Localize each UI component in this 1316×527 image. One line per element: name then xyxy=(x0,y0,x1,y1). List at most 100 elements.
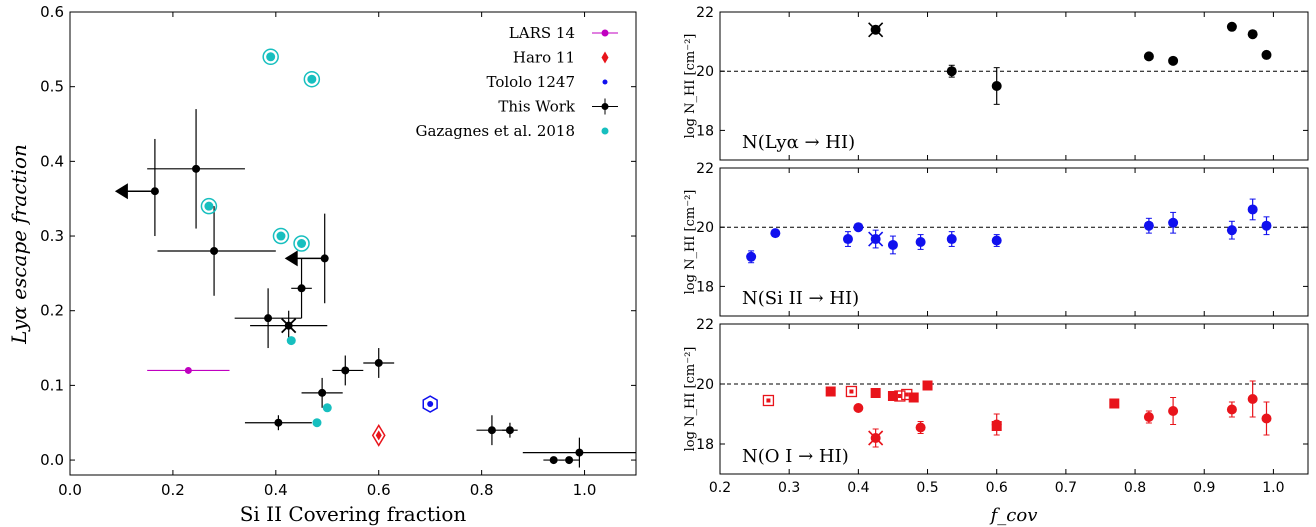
circle-marker xyxy=(1247,380,1258,418)
hexagon-outline xyxy=(422,395,438,413)
gazagnes-point xyxy=(322,403,332,413)
x-tick-label: 0.6 xyxy=(367,481,391,499)
data-marker xyxy=(991,67,1002,105)
data-point xyxy=(746,251,757,262)
panel-label: N(Lyα → HI) xyxy=(742,132,855,153)
data-point xyxy=(991,235,1002,246)
filled-square-marker xyxy=(825,386,836,397)
data-point xyxy=(487,426,496,435)
this-work-point xyxy=(244,415,312,431)
x-tick-label: 0.2 xyxy=(161,481,185,499)
data-point xyxy=(1226,225,1237,236)
gazagnes-point xyxy=(286,336,296,346)
gazagnes-point xyxy=(303,70,321,88)
data-point xyxy=(1226,21,1237,32)
panel-frame xyxy=(719,11,1309,161)
data-point xyxy=(770,228,781,239)
data-point xyxy=(1261,413,1272,424)
cross-marker xyxy=(281,318,297,334)
data-marker xyxy=(1168,211,1179,234)
legend-label: LARS 14 xyxy=(509,24,575,42)
left-y-axis-label: Lyα escape fraction xyxy=(7,144,31,345)
data-marker xyxy=(868,22,884,38)
y-tick-label: 0.1 xyxy=(40,376,64,394)
this-work-point xyxy=(291,258,312,319)
haro11-point xyxy=(371,423,386,447)
data-point xyxy=(204,201,214,211)
left-marks xyxy=(114,48,636,468)
data-point xyxy=(312,418,322,428)
square-center xyxy=(849,389,854,394)
data-marker xyxy=(1247,198,1258,221)
filled-square-marker xyxy=(870,388,881,398)
data-marker xyxy=(842,231,853,247)
y-tick-label: 18 xyxy=(696,279,714,295)
legend-item: This Work xyxy=(498,98,618,116)
x-tick-label: 0.9 xyxy=(1193,480,1215,496)
gazagnes-point xyxy=(312,418,322,428)
data-point xyxy=(991,81,1002,91)
data-point xyxy=(1143,51,1154,62)
data-point xyxy=(549,456,558,465)
x-tick-label: 0.8 xyxy=(1124,480,1146,496)
data-marker xyxy=(915,234,926,250)
data-point xyxy=(266,52,276,62)
this-work-point xyxy=(522,437,636,468)
circle-marker xyxy=(1168,397,1179,425)
square-outline xyxy=(762,394,775,407)
panel-frame xyxy=(719,167,1309,317)
cross-marker xyxy=(868,430,884,446)
x-tick-label: 1.0 xyxy=(1262,480,1284,496)
filled-square-marker xyxy=(908,392,919,403)
y-axis-label: log N_HI [cm⁻²] xyxy=(683,347,698,452)
y-tick-label: 0.3 xyxy=(40,227,64,245)
y-tick-label: 22 xyxy=(696,317,714,333)
circle-marker xyxy=(1261,401,1272,436)
legend-item: LARS 14 xyxy=(509,24,618,42)
panel-label: N(Si II → HI) xyxy=(742,288,859,309)
data-point xyxy=(274,418,283,427)
data-point xyxy=(946,234,957,245)
data-point xyxy=(318,388,327,397)
x-tick-label: 0.8 xyxy=(470,481,494,499)
cross-marker xyxy=(868,231,884,247)
y-tick-label: 22 xyxy=(696,5,714,21)
square-center xyxy=(766,398,771,403)
cross-marker xyxy=(868,22,884,38)
data-point xyxy=(427,401,434,408)
circle-marker xyxy=(1226,401,1237,418)
legend-item: Tololo 1247 xyxy=(487,73,608,91)
y-tick-label: 0.2 xyxy=(40,302,64,320)
data-point xyxy=(184,366,192,374)
square-outline xyxy=(901,388,913,401)
y-tick-label: 0.6 xyxy=(40,3,64,21)
data-marker xyxy=(1261,49,1272,60)
legend-marker xyxy=(602,79,608,85)
circle-marker xyxy=(853,403,864,413)
data-point xyxy=(1168,55,1179,66)
square-center xyxy=(904,392,909,397)
this-work-point xyxy=(301,377,343,408)
data-marker xyxy=(746,250,757,264)
legend-label: Haro 11 xyxy=(513,49,575,67)
y-tick-label: 22 xyxy=(696,161,714,177)
right-panel-1: 18 20 22 log N_HI [cm⁻²] N(Lyα → HI) xyxy=(683,5,1309,161)
data-point xyxy=(575,448,584,457)
circle-marker xyxy=(868,428,884,448)
this-work-point xyxy=(332,355,364,386)
x-tick-label: 0.7 xyxy=(1055,480,1077,496)
ring-marker xyxy=(303,70,321,88)
data-point xyxy=(320,254,329,263)
open-square-marker xyxy=(845,385,858,398)
ring-marker xyxy=(272,227,290,245)
left-panel: 0.0 0.2 0.4 0.6 0.8 1.00.00.10.20.30.40.50.6 … xyxy=(7,3,637,526)
data-marker xyxy=(946,231,957,247)
legend-label: Gazagnes et al. 2018 xyxy=(416,122,576,140)
left-legend: LARS 14 Haro 11 Tololo 1247 This Work Gazagn… xyxy=(416,24,618,140)
circle-marker xyxy=(1143,410,1154,424)
data-marker xyxy=(887,235,898,255)
x-tick-label: 0.2 xyxy=(709,480,731,496)
ring-marker xyxy=(293,235,310,252)
data-point xyxy=(853,403,864,413)
